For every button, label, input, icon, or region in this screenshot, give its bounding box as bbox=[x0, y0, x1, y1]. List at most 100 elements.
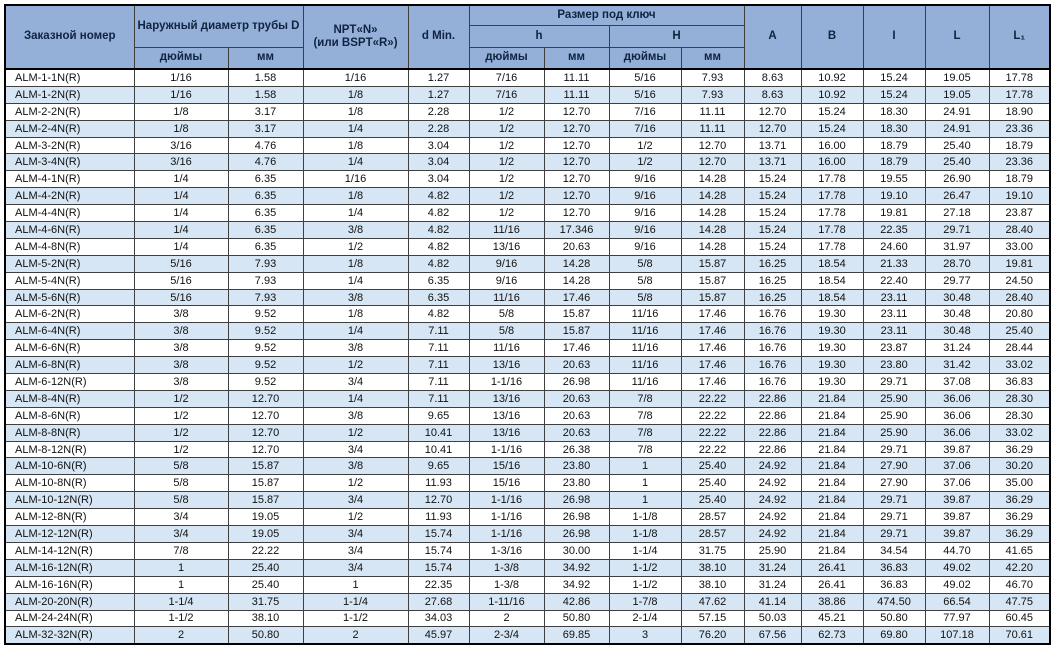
value-cell: 17.46 bbox=[680, 373, 745, 391]
value-cell: 11.93 bbox=[407, 474, 470, 493]
value-cell: 36.83 bbox=[862, 558, 926, 577]
value-cell: 49.02 bbox=[924, 558, 990, 577]
value-cell: 21.84 bbox=[800, 389, 864, 408]
value-cell: 1/4 bbox=[133, 170, 229, 189]
value-cell: 18.30 bbox=[862, 119, 926, 138]
value-cell: 50.80 bbox=[543, 609, 610, 628]
value-cell: 50.80 bbox=[227, 626, 304, 645]
value-cell: 29.71 bbox=[862, 525, 926, 543]
value-cell: 19.30 bbox=[800, 373, 864, 391]
value-cell: 10.92 bbox=[800, 68, 864, 87]
order-number-cell: ALM-4-4N(R) bbox=[4, 204, 135, 223]
value-cell: 27.90 bbox=[862, 474, 926, 493]
table-row: ALM-1-1N(R) 1/16 1.58 1/16 1.27 7/16 11.11 5/16… bbox=[4, 68, 1051, 87]
value-cell: 1/4 bbox=[133, 204, 229, 223]
value-cell: 6.35 bbox=[227, 221, 304, 239]
value-cell: 5/8 bbox=[608, 288, 682, 307]
value-cell: 15.87 bbox=[543, 322, 610, 341]
value-cell: 17.78 bbox=[800, 237, 864, 256]
value-cell: 76.20 bbox=[680, 626, 745, 645]
header-l: L bbox=[924, 4, 990, 70]
header-order-number: Заказной номер bbox=[4, 4, 135, 70]
table-body: ALM-1-1N(R) 1/16 1.58 1/16 1.27 7/16 11.11 5/16… bbox=[4, 68, 1051, 645]
value-cell: 18.90 bbox=[988, 102, 1051, 121]
value-cell: 1 bbox=[608, 457, 682, 476]
value-cell: 7/16 bbox=[608, 119, 682, 138]
value-cell: 69.80 bbox=[862, 626, 926, 645]
value-cell: 3/4 bbox=[302, 491, 409, 510]
value-cell: 31.24 bbox=[743, 575, 802, 594]
value-cell: 15.87 bbox=[680, 254, 745, 273]
value-cell: 1/8 bbox=[302, 136, 409, 155]
value-cell: 28.57 bbox=[680, 508, 745, 527]
value-cell: 22.22 bbox=[680, 423, 745, 442]
value-cell: 2 bbox=[468, 609, 545, 628]
value-cell: 5/16 bbox=[608, 68, 682, 87]
value-cell: 5/16 bbox=[608, 85, 682, 104]
value-cell: 3/4 bbox=[133, 525, 229, 543]
value-cell: 7/8 bbox=[608, 440, 682, 459]
value-cell: 18.54 bbox=[800, 288, 864, 307]
value-cell: 33.00 bbox=[988, 237, 1051, 256]
value-cell: 1/8 bbox=[302, 254, 409, 273]
value-cell: 1-1/16 bbox=[468, 508, 545, 527]
value-cell: 37.06 bbox=[924, 474, 990, 493]
value-cell: 10.92 bbox=[800, 85, 864, 104]
table-row: ALM-24-24N(R) 1-1/2 38.10 1-1/2 34.03 2 50.80 2… bbox=[4, 609, 1051, 628]
value-cell: 41.65 bbox=[988, 541, 1051, 560]
value-cell: 2.28 bbox=[407, 102, 470, 121]
value-cell: 9/16 bbox=[608, 204, 682, 223]
value-cell: 1/2 bbox=[468, 204, 545, 223]
order-number-cell: ALM-1-1N(R) bbox=[4, 68, 135, 87]
value-cell: 11.11 bbox=[680, 119, 745, 138]
value-cell: 7.11 bbox=[407, 389, 470, 408]
value-cell: 77.97 bbox=[924, 609, 990, 628]
value-cell: 44.70 bbox=[924, 541, 990, 560]
value-cell: 18.79 bbox=[988, 136, 1051, 155]
table-row: ALM-6-6N(R) 3/8 9.52 3/8 7.11 11/16 17.46 11/16… bbox=[4, 339, 1051, 358]
value-cell: 19.05 bbox=[227, 525, 304, 543]
value-cell: 8.63 bbox=[743, 68, 802, 87]
value-cell: 15.87 bbox=[680, 271, 745, 290]
value-cell: 16.25 bbox=[743, 254, 802, 273]
value-cell: 28.44 bbox=[988, 339, 1051, 358]
value-cell: 24.92 bbox=[743, 508, 802, 527]
value-cell: 42.20 bbox=[988, 558, 1051, 577]
value-cell: 24.91 bbox=[924, 102, 990, 121]
value-cell: 5/8 bbox=[133, 491, 229, 510]
value-cell: 28.30 bbox=[988, 406, 1051, 425]
value-cell: 27.18 bbox=[924, 204, 990, 223]
value-cell: 12.70 bbox=[227, 406, 304, 425]
value-cell: 11/16 bbox=[608, 356, 682, 375]
value-cell: 1-1/2 bbox=[302, 609, 409, 628]
value-cell: 11/16 bbox=[468, 288, 545, 307]
value-cell: 474.50 bbox=[862, 592, 926, 611]
value-cell: 22.86 bbox=[743, 406, 802, 425]
value-cell: 25.90 bbox=[743, 541, 802, 560]
value-cell: 23.80 bbox=[543, 457, 610, 476]
value-cell: 19.05 bbox=[924, 85, 990, 104]
value-cell: 9.52 bbox=[227, 356, 304, 375]
value-cell: 107.18 bbox=[924, 626, 990, 645]
value-cell: 3/16 bbox=[133, 136, 229, 155]
value-cell: 4.76 bbox=[227, 153, 304, 172]
value-cell: 24.60 bbox=[862, 237, 926, 256]
value-cell: 3/4 bbox=[302, 541, 409, 560]
table-row: ALM-12-8N(R) 3/4 19.05 1/2 11.93 1-1/16 26.98 1… bbox=[4, 508, 1051, 527]
value-cell: 30.00 bbox=[543, 541, 610, 560]
value-cell: 1-1/2 bbox=[133, 609, 229, 628]
value-cell: 38.10 bbox=[680, 558, 745, 577]
value-cell: 39.87 bbox=[924, 440, 990, 459]
value-cell: 16.00 bbox=[800, 136, 864, 155]
value-cell: 1 bbox=[133, 558, 229, 577]
value-cell: 1/4 bbox=[302, 153, 409, 172]
value-cell: 21.84 bbox=[800, 491, 864, 510]
value-cell: 4.76 bbox=[227, 136, 304, 155]
value-cell: 19.30 bbox=[800, 305, 864, 324]
value-cell: 24.92 bbox=[743, 457, 802, 476]
order-number-cell: ALM-8-6N(R) bbox=[4, 406, 135, 425]
order-number-cell: ALM-4-8N(R) bbox=[4, 237, 135, 256]
table-row: ALM-6-12N(R) 3/8 9.52 3/4 7.11 1-1/16 26.98 11/… bbox=[4, 373, 1051, 391]
header-l1: L₁ bbox=[988, 4, 1051, 70]
header-npt-line2: (или BSPT«R») bbox=[313, 37, 398, 49]
